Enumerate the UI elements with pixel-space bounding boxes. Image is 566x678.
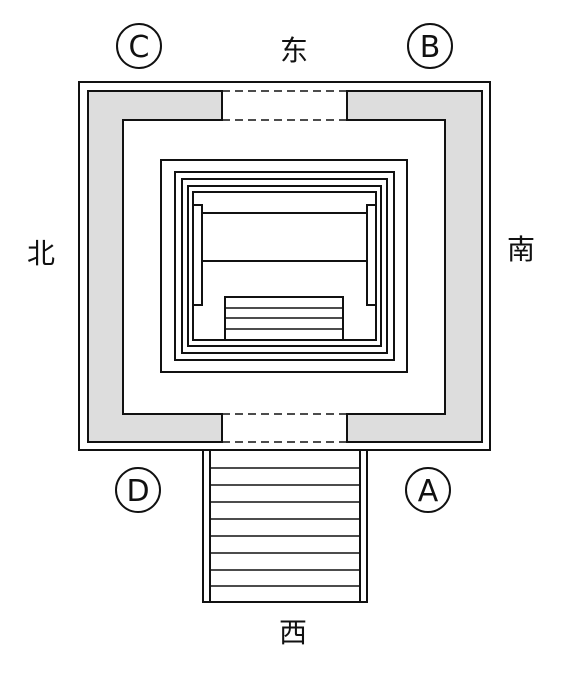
platform-layer-3 (181, 178, 388, 354)
corner-marker-b: B (407, 23, 453, 69)
west-staircase (202, 449, 368, 603)
corner-marker-a-circle (405, 467, 451, 513)
corner-marker-a: A (405, 467, 451, 513)
direction-label-west: 西 (279, 616, 307, 649)
platform-layer-1 (160, 159, 408, 373)
direction-label-north: 北 (27, 237, 55, 270)
platform-layer-4 (187, 185, 382, 347)
corner-marker-c-circle (116, 23, 162, 69)
corner-marker-b-label: B (420, 30, 441, 65)
direction-label-south: 南 (507, 233, 535, 266)
throne-post-left (192, 204, 203, 306)
platform-layer-2 (174, 171, 395, 361)
inner-steps (224, 296, 344, 341)
corner-marker-d: D (115, 467, 161, 513)
corner-marker-a-label: A (418, 474, 439, 509)
corner-marker-d-circle (115, 467, 161, 513)
corner-marker-d-label: D (126, 474, 149, 509)
corner-marker-c: C (116, 23, 162, 69)
corner-marker-b-circle (407, 23, 453, 69)
wall-block-north-east (87, 90, 223, 443)
direction-label-east: 东 (280, 34, 308, 67)
outer-wall-outline (78, 81, 491, 451)
corner-marker-c-label: C (129, 30, 150, 65)
throne-post-right (366, 204, 377, 306)
